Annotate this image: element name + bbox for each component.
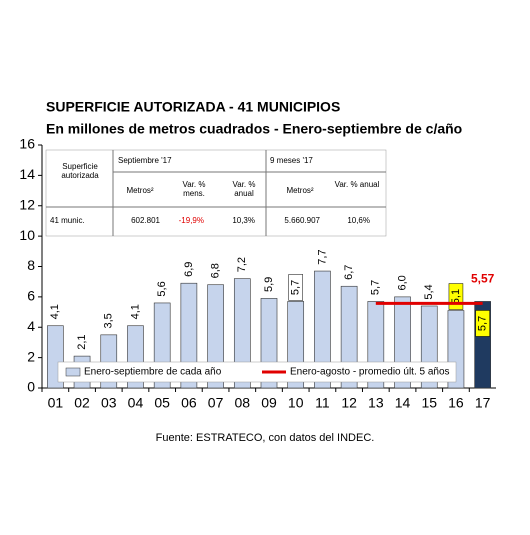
y-tick-label: 14 bbox=[19, 166, 35, 182]
table-group: 9 meses '17 bbox=[270, 156, 313, 165]
value-label: 5,9 bbox=[263, 277, 275, 292]
table-box bbox=[45, 149, 387, 237]
value-label: 5,1 bbox=[450, 289, 462, 304]
legend: Enero-septiembre de cada año Enero-agosto… bbox=[57, 361, 457, 383]
x-tick-label: 07 bbox=[208, 395, 224, 411]
value-label: 5,7 bbox=[370, 280, 382, 295]
x-tick-label: 10 bbox=[288, 395, 304, 411]
x-tick-label: 04 bbox=[128, 395, 144, 411]
y-tick-label: 2 bbox=[27, 348, 35, 364]
value-label: 4,1 bbox=[129, 304, 141, 319]
x-tick-label: 08 bbox=[235, 395, 251, 411]
value-label-box bbox=[475, 310, 490, 337]
table-corner: Superficie autorizada bbox=[61, 162, 99, 180]
value-label-box bbox=[288, 274, 303, 301]
y-tick-label: 0 bbox=[27, 379, 35, 395]
value-label: 2,1 bbox=[76, 334, 88, 349]
source: Fuente: ESTRATECO, con datos del INDEC. bbox=[156, 432, 375, 444]
y-tick-label: 6 bbox=[27, 288, 35, 304]
x-tick-label: 11 bbox=[315, 395, 330, 411]
x-tick-label: 02 bbox=[74, 395, 90, 411]
bar bbox=[314, 270, 331, 389]
legend-label: Enero-septiembre de cada año bbox=[84, 367, 222, 378]
x-tick-label: 12 bbox=[341, 395, 357, 411]
value-label: 7,2 bbox=[236, 257, 248, 272]
value-label: 5,7 bbox=[477, 316, 489, 331]
table-corner-text: Superficie autorizada bbox=[61, 162, 99, 180]
value-label: 5,4 bbox=[423, 284, 435, 299]
x-tick-label: 03 bbox=[101, 395, 117, 411]
y-tick-label: 10 bbox=[19, 227, 35, 243]
table-header: Var. % anual bbox=[232, 180, 256, 198]
x-tick-label: 13 bbox=[368, 395, 384, 411]
value-label: 3,5 bbox=[103, 313, 115, 328]
value-label: 5,7 bbox=[290, 280, 302, 295]
table: Superficie autorizada Septiembre '17 9 m… bbox=[45, 149, 387, 237]
bar bbox=[233, 278, 251, 389]
table-header-text: Var. % mens. bbox=[182, 180, 206, 198]
value-label: 7,7 bbox=[316, 249, 328, 264]
x-tick-label: 06 bbox=[181, 395, 197, 411]
value-label: 6,0 bbox=[396, 275, 408, 290]
x-tick-label: 05 bbox=[154, 395, 170, 411]
legend-swatch bbox=[65, 367, 81, 377]
x-tick-label: 01 bbox=[48, 395, 64, 411]
table-header: Metros² bbox=[126, 186, 153, 195]
x-tick-label: 09 bbox=[261, 395, 277, 411]
table-header: Var. % anual bbox=[334, 180, 380, 189]
table-group: Septiembre '17 bbox=[118, 156, 172, 165]
y-tick-label: 16 bbox=[19, 136, 35, 152]
table-cell: -19,9% bbox=[179, 216, 204, 225]
value-label: 6,9 bbox=[183, 262, 195, 277]
y-tick-label: 4 bbox=[27, 318, 35, 334]
legend-label: Enero-agosto - promedio últ. 5 años bbox=[290, 367, 450, 378]
value-label: 5,6 bbox=[156, 281, 168, 296]
table-cell: 602.801 bbox=[131, 216, 160, 225]
value-label: 4,1 bbox=[49, 304, 61, 319]
value-label: 6,8 bbox=[209, 263, 221, 278]
y-tick-label: 12 bbox=[19, 196, 35, 212]
x-tick-label: 14 bbox=[395, 395, 411, 411]
axes: 0 2 4 6 8 10 12 14 16 bbox=[19, 136, 496, 395]
x-tick-label: 16 bbox=[448, 395, 464, 411]
table-header-text: Var. % anual bbox=[334, 180, 380, 189]
table-cell: 10,3% bbox=[232, 216, 255, 225]
chart-title: SUPERFICIE AUTORIZADA - 41 MUNICIPIOS bbox=[46, 99, 340, 115]
value-label: 6,7 bbox=[343, 265, 355, 280]
y-tick-label: 8 bbox=[27, 257, 35, 273]
value-label: 5,57 bbox=[471, 272, 495, 286]
table-header: Var. % mens. bbox=[182, 180, 206, 198]
table-cell: 10,6% bbox=[347, 216, 370, 225]
table-header-text: Var. % anual bbox=[232, 180, 256, 198]
x-tick-label: 17 bbox=[475, 395, 491, 411]
chart-subtitle: En millones de metros cuadrados - Enero-… bbox=[46, 121, 462, 137]
table-cell: 5.660.907 bbox=[284, 216, 320, 225]
table-row-label: 41 munic. bbox=[50, 216, 85, 225]
legend-box bbox=[57, 361, 457, 383]
table-header: Metros² bbox=[286, 186, 313, 195]
x-tick-label: 15 bbox=[421, 395, 437, 411]
